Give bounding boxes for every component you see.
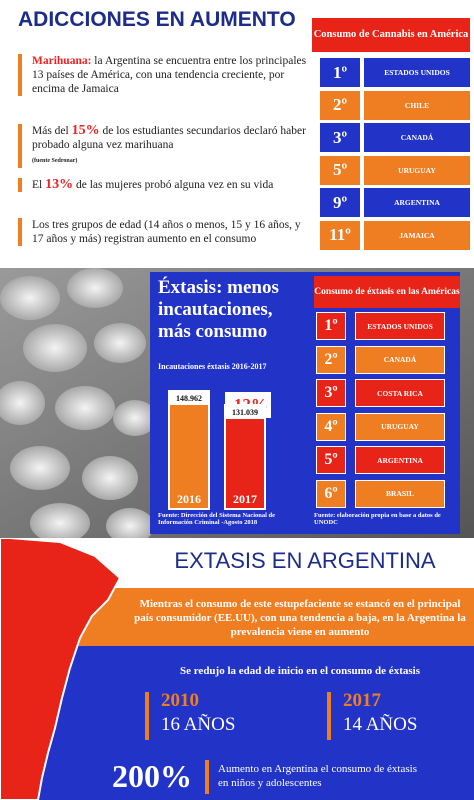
ranking-header: Consumo de éxtasis en las Américas (314, 276, 460, 308)
paragraph-text: Más del (32, 125, 72, 137)
note: (fuente Sedronar) (32, 158, 78, 164)
country: ESTADOS UNIDOS (355, 312, 445, 340)
paragraph-text: Marihuana: (32, 55, 92, 67)
age-year: 2010 (161, 690, 199, 711)
rank: 6º (316, 479, 346, 508)
rank: 9º (320, 188, 360, 217)
paragraph-text: de las mujeres probó alguna vez en su vi… (73, 179, 274, 191)
divider (327, 692, 331, 740)
paragraph: Los tres grupos de edad (14 años o menos… (18, 218, 308, 246)
rank: 5º (320, 155, 360, 185)
source: Fuente: Dirección del Sistema Nacional d… (158, 512, 276, 526)
section-title: Éxtasis: menos incautaciones, más consum… (158, 277, 279, 342)
year-label: 2017 (233, 491, 257, 506)
paragraph-text: de los estudiantes secundarios declaró h… (32, 125, 306, 151)
country: CANADÁ (364, 123, 470, 152)
value-label: 148.962 (170, 392, 208, 405)
value-label: 131.039 (226, 406, 264, 420)
rank: 4º (316, 412, 346, 441)
paragraph-text: El (32, 179, 46, 191)
country: ESTADOS UNIDOS (364, 58, 470, 87)
age-heading: Se redujo la edad de inicio en el consum… (180, 665, 420, 677)
paragraph: Más del 15% de los estudiantes secundari… (18, 124, 308, 168)
rank: 11º (320, 220, 360, 250)
country: COSTA RICA (355, 379, 445, 407)
paragraph-text: 13% (45, 177, 74, 192)
paragraph-text: Los tres grupos de edad (14 años o menos… (32, 219, 301, 245)
paragraph: Marihuana: la Argentina se encuentra ent… (18, 54, 308, 96)
country: URUGUAY (355, 412, 445, 441)
country: ARGENTINA (355, 446, 445, 474)
rank: 2º (320, 90, 360, 120)
increase-value: 200% (112, 758, 192, 794)
increase-text: Aumento en Argentina el consumo de éxtas… (218, 763, 417, 789)
rank: 5º (316, 446, 346, 474)
country: ARGENTINA (364, 188, 470, 217)
age-value: 16 AÑOS (161, 714, 236, 735)
title: ADICCIONES EN AUMENTO (18, 8, 296, 31)
rank: 1º (316, 312, 346, 340)
paragraph-text: 15% (71, 123, 100, 138)
bar (224, 404, 266, 510)
age-value: 14 AÑOS (343, 714, 418, 735)
rank: 1º (320, 58, 360, 87)
paragraph-text: la Argentina se encuentra entre los prin… (32, 55, 307, 95)
country: JAMAICA (364, 220, 470, 250)
country: URUGUAY (364, 155, 470, 185)
country: BRASIL (355, 479, 445, 508)
section-title: EXTASIS EN ARGENTINA (174, 548, 436, 573)
divider (205, 760, 209, 794)
rank: 2º (316, 345, 346, 374)
country: CANADÁ (355, 345, 445, 374)
divider (145, 692, 149, 740)
blue-band (0, 646, 474, 800)
rank: 3º (320, 123, 360, 152)
age-year: 2017 (343, 690, 381, 711)
intro-text: Mientras el consumo de este estupefacien… (134, 598, 466, 638)
country: CHILE (364, 90, 470, 120)
chart-title: Incautaciones éxtasis 2016-2017 (158, 362, 267, 371)
paragraph: El 13% de las mujeres probó alguna vez e… (18, 178, 308, 192)
rank: 3º (316, 379, 346, 407)
bar (168, 390, 210, 510)
argentina-map (0, 538, 122, 800)
year-label: 2016 (177, 491, 201, 506)
source: Fuente: elaboración propia en base a dat… (314, 512, 441, 526)
ranking-header: Consumo de Cannabis en América (312, 18, 470, 52)
